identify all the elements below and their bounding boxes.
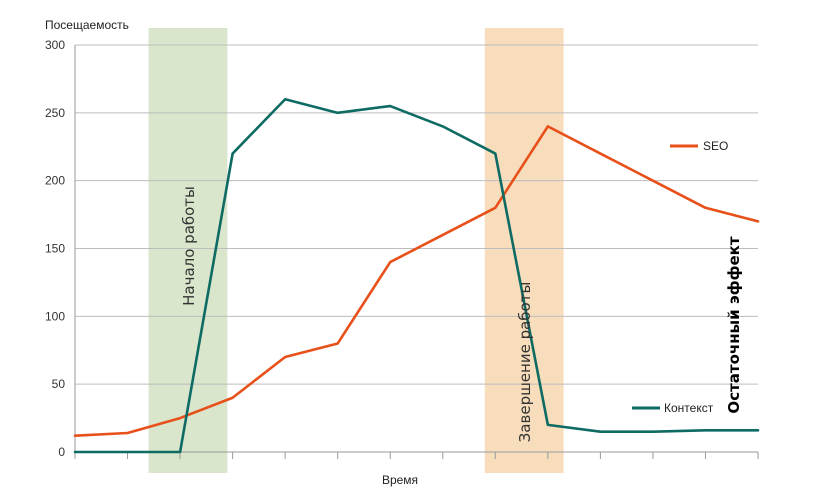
y-tick-label-150: 150: [45, 242, 65, 256]
legend-seo: SEO: [670, 139, 728, 153]
band-label-1: Завершение работы: [516, 282, 534, 443]
legend-seo-label: SEO: [703, 139, 728, 153]
y-tick-label-50: 50: [52, 377, 66, 391]
y-tick-label-200: 200: [45, 174, 65, 188]
y-tick-label-300: 300: [45, 38, 65, 52]
series-line-1: [73, 97, 760, 454]
legend-context-label: Контекст: [664, 401, 714, 415]
band-label-0: Начало работы: [180, 186, 198, 306]
band-1: [484, 28, 564, 473]
y-tick-label-100: 100: [45, 309, 65, 323]
axes: 0 50 100 150 200 250 300: [45, 38, 759, 459]
series-line-0: [73, 125, 760, 438]
legend-context: Контекст: [632, 401, 714, 415]
residual-effect-label: Остаточный эффект: [725, 236, 743, 413]
series-lines: [73, 97, 760, 454]
x-axis-title: Время: [382, 473, 418, 487]
y-tick-label-0: 0: [58, 445, 65, 459]
y-tick-label-250: 250: [45, 106, 65, 120]
y-axis-title: Посещаемость: [45, 18, 129, 32]
band-labels: Начало работы Завершение работы: [180, 186, 534, 442]
